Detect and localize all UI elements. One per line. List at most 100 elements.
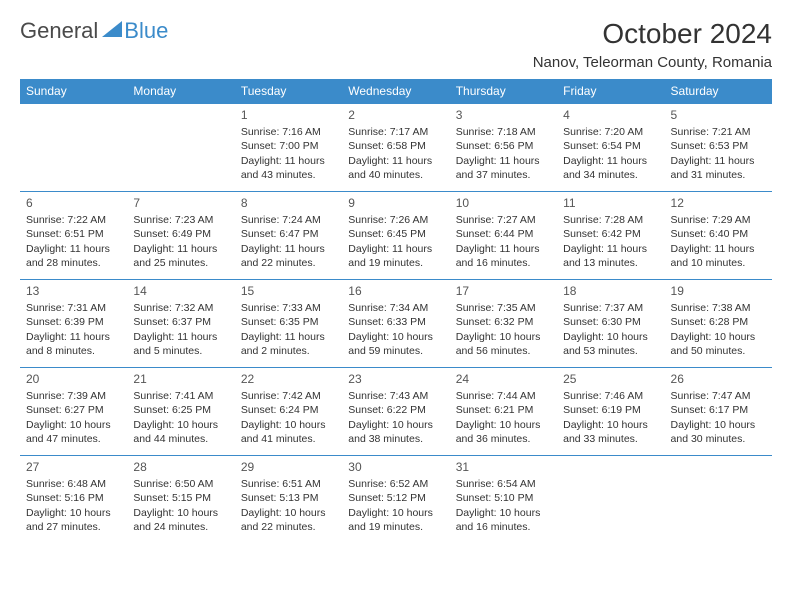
calendar-cell: 2Sunrise: 7:17 AMSunset: 6:58 PMDaylight…	[342, 104, 449, 192]
calendar-cell: 27Sunrise: 6:48 AMSunset: 5:16 PMDayligh…	[20, 456, 127, 544]
daylight-line: Daylight: 11 hours and 5 minutes.	[133, 330, 228, 358]
sunrise-line: Sunrise: 6:54 AM	[456, 477, 551, 491]
calendar-cell: 13Sunrise: 7:31 AMSunset: 6:39 PMDayligh…	[20, 280, 127, 368]
day-number: 25	[563, 371, 658, 387]
calendar-cell: 9Sunrise: 7:26 AMSunset: 6:45 PMDaylight…	[342, 192, 449, 280]
day-number: 15	[241, 283, 336, 299]
sunrise-line: Sunrise: 7:24 AM	[241, 213, 336, 227]
day-header: Saturday	[665, 79, 772, 104]
calendar-cell: 12Sunrise: 7:29 AMSunset: 6:40 PMDayligh…	[665, 192, 772, 280]
sunrise-line: Sunrise: 6:51 AM	[241, 477, 336, 491]
calendar-cell: 4Sunrise: 7:20 AMSunset: 6:54 PMDaylight…	[557, 104, 664, 192]
calendar-head: SundayMondayTuesdayWednesdayThursdayFrid…	[20, 79, 772, 104]
day-number: 19	[671, 283, 766, 299]
calendar-week: 27Sunrise: 6:48 AMSunset: 5:16 PMDayligh…	[20, 456, 772, 544]
calendar-cell: 3 Sunrise: 7:18 AMSunset: 6:56 PMDaylight…	[450, 104, 557, 192]
calendar-cell: 29 Sunrise: 6:51 AMSunset: 5:13 PMDayligh…	[235, 456, 342, 544]
calendar-cell: 22Sunrise: 7:42 AMSunset: 6:24 PMDayligh…	[235, 368, 342, 456]
logo: General Blue	[20, 18, 168, 44]
calendar-cell: 19Sunrise: 7:38 AMSunset: 6:28 PMDayligh…	[665, 280, 772, 368]
calendar-cell: 14Sunrise: 7:32 AMSunset: 6:37 PMDayligh…	[127, 280, 234, 368]
daylight-line: Daylight: 11 hours and 19 minutes.	[348, 242, 443, 270]
daylight-line: Daylight: 10 hours and 19 minutes.	[348, 506, 443, 534]
daylight-line: Daylight: 10 hours and 47 minutes.	[26, 418, 121, 446]
day-number: 26	[671, 371, 766, 387]
sunset-line: Sunset: 6:25 PM	[133, 403, 228, 417]
sunrise-line: Sunrise: 7:32 AM	[133, 301, 228, 315]
sunrise-line: Sunrise: 7:34 AM	[348, 301, 443, 315]
sunset-line: Sunset: 5:13 PM	[241, 491, 336, 505]
day-header: Thursday	[450, 79, 557, 104]
daylight-line: Daylight: 10 hours and 27 minutes.	[26, 506, 121, 534]
day-header: Sunday	[20, 79, 127, 104]
day-number: 18	[563, 283, 658, 299]
sunrise-line: Sunrise: 7:33 AM	[241, 301, 336, 315]
sunset-line: Sunset: 6:42 PM	[563, 227, 658, 241]
day-header: Monday	[127, 79, 234, 104]
calendar-body: 1Sunrise: 7:16 AMSunset: 7:00 PMDaylight…	[20, 104, 772, 544]
daylight-line: Daylight: 10 hours and 53 minutes.	[563, 330, 658, 358]
calendar-week: 6Sunrise: 7:22 AMSunset: 6:51 PMDaylight…	[20, 192, 772, 280]
day-number: 29	[241, 459, 336, 475]
sunset-line: Sunset: 6:30 PM	[563, 315, 658, 329]
daylight-line: Daylight: 10 hours and 16 minutes.	[456, 506, 551, 534]
daylight-line: Daylight: 10 hours and 44 minutes.	[133, 418, 228, 446]
sunrise-line: Sunrise: 7:23 AM	[133, 213, 228, 227]
day-header-row: SundayMondayTuesdayWednesdayThursdayFrid…	[20, 79, 772, 104]
sunrise-line: Sunrise: 6:48 AM	[26, 477, 121, 491]
logo-triangle-icon	[102, 21, 122, 42]
sunrise-line: Sunrise: 7:20 AM	[563, 125, 658, 139]
day-number: 17	[456, 283, 551, 299]
sunrise-line: Sunrise: 7:41 AM	[133, 389, 228, 403]
sunset-line: Sunset: 6:19 PM	[563, 403, 658, 417]
daylight-line: Daylight: 11 hours and 2 minutes.	[241, 330, 336, 358]
daylight-line: Daylight: 10 hours and 41 minutes.	[241, 418, 336, 446]
sunrise-line: Sunrise: 7:38 AM	[671, 301, 766, 315]
daylight-line: Daylight: 11 hours and 37 minutes.	[456, 154, 551, 182]
header: General Blue October 2024 Nanov, Teleorm…	[20, 18, 772, 71]
calendar-cell: 28Sunrise: 6:50 AMSunset: 5:15 PMDayligh…	[127, 456, 234, 544]
calendar-cell: 25Sunrise: 7:46 AMSunset: 6:19 PMDayligh…	[557, 368, 664, 456]
day-number: 3	[456, 107, 551, 123]
sunrise-line: Sunrise: 7:47 AM	[671, 389, 766, 403]
day-header: Wednesday	[342, 79, 449, 104]
daylight-line: Daylight: 11 hours and 40 minutes.	[348, 154, 443, 182]
sunrise-line: Sunrise: 7:43 AM	[348, 389, 443, 403]
daylight-line: Daylight: 11 hours and 13 minutes.	[563, 242, 658, 270]
sunset-line: Sunset: 6:27 PM	[26, 403, 121, 417]
calendar-cell: 8 Sunrise: 7:24 AMSunset: 6:47 PMDaylight…	[235, 192, 342, 280]
calendar-week: 20Sunrise: 7:39 AMSunset: 6:27 PMDayligh…	[20, 368, 772, 456]
sunset-line: Sunset: 6:56 PM	[456, 139, 551, 153]
sunset-line: Sunset: 6:44 PM	[456, 227, 551, 241]
day-number: 7	[133, 195, 228, 211]
daylight-line: Daylight: 10 hours and 59 minutes.	[348, 330, 443, 358]
daylight-line: Daylight: 11 hours and 16 minutes.	[456, 242, 551, 270]
day-number: 8	[241, 195, 336, 211]
logo-text-general: General	[20, 18, 98, 44]
location: Nanov, Teleorman County, Romania	[533, 54, 772, 71]
calendar-cell: 24Sunrise: 7:44 AMSunset: 6:21 PMDayligh…	[450, 368, 557, 456]
day-number: 4	[563, 107, 658, 123]
day-number: 12	[671, 195, 766, 211]
daylight-line: Daylight: 10 hours and 22 minutes.	[241, 506, 336, 534]
calendar-cell: 31Sunrise: 6:54 AMSunset: 5:10 PMDayligh…	[450, 456, 557, 544]
calendar-table: SundayMondayTuesdayWednesdayThursdayFrid…	[20, 79, 772, 544]
day-number: 22	[241, 371, 336, 387]
sunrise-line: Sunrise: 7:18 AM	[456, 125, 551, 139]
calendar-week: 1Sunrise: 7:16 AMSunset: 7:00 PMDaylight…	[20, 104, 772, 192]
day-number: 28	[133, 459, 228, 475]
sunset-line: Sunset: 6:53 PM	[671, 139, 766, 153]
sunrise-line: Sunrise: 7:29 AM	[671, 213, 766, 227]
sunrise-line: Sunrise: 7:17 AM	[348, 125, 443, 139]
daylight-line: Daylight: 10 hours and 50 minutes.	[671, 330, 766, 358]
day-number: 5	[671, 107, 766, 123]
sunrise-line: Sunrise: 7:21 AM	[671, 125, 766, 139]
sunrise-line: Sunrise: 7:28 AM	[563, 213, 658, 227]
sunset-line: Sunset: 6:24 PM	[241, 403, 336, 417]
day-number: 10	[456, 195, 551, 211]
sunset-line: Sunset: 6:47 PM	[241, 227, 336, 241]
sunrise-line: Sunrise: 7:22 AM	[26, 213, 121, 227]
daylight-line: Daylight: 11 hours and 22 minutes.	[241, 242, 336, 270]
daylight-line: Daylight: 10 hours and 38 minutes.	[348, 418, 443, 446]
daylight-line: Daylight: 10 hours and 36 minutes.	[456, 418, 551, 446]
